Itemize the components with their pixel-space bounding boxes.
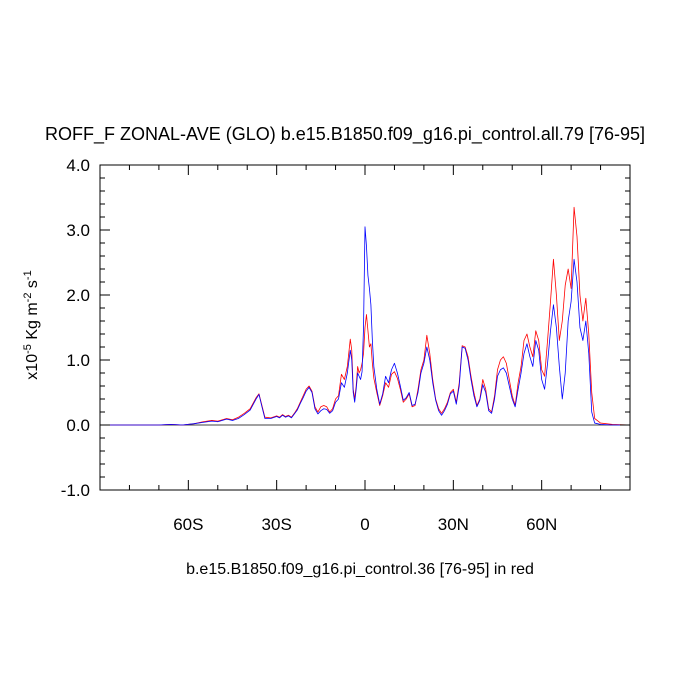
x-tick-label: 30S [262, 515, 292, 534]
y-tick-label: 3.0 [66, 221, 90, 240]
y-tick-label: 2.0 [66, 286, 90, 305]
chart-title: ROFF_F ZONAL-AVE (GLO) b.e15.B1850.f09_g… [45, 124, 645, 145]
series-line-1 [100, 226, 630, 426]
plot-area: -1.0 0.0 1.0 2.0 3.0 4.0 60S 30S 0 30N 60N [61, 156, 631, 534]
y-tick-label: 1.0 [66, 351, 90, 370]
svg-text:x10-5 Kg m-2 s-1: x10-5 Kg m-2 s-1 [22, 270, 41, 379]
series-line-0 [100, 206, 631, 426]
y-label-mid2: s [24, 280, 41, 292]
y-tick-label: -1.0 [61, 481, 90, 500]
y-tick-label: 4.0 [66, 156, 90, 175]
x-tick-label: 60S [173, 515, 203, 534]
x-tick-label: 0 [360, 515, 369, 534]
x-tick-label: 30N [438, 515, 469, 534]
y-label-mid: Kg m [24, 302, 41, 344]
y-label-exp3: -1 [22, 270, 34, 280]
y-label-exp1: -5 [22, 344, 34, 354]
x-tick-label: 60N [526, 515, 557, 534]
x-axis-label: b.e15.B1850.f09_g16.pi_control.36 [76-95… [186, 561, 534, 578]
y-axis-label: x10-5 Kg m-2 s-1 [22, 270, 41, 379]
y-label-prefix: x10 [24, 354, 41, 380]
y-tick-label: 0.0 [66, 416, 90, 435]
y-label-exp2: -2 [22, 293, 34, 303]
